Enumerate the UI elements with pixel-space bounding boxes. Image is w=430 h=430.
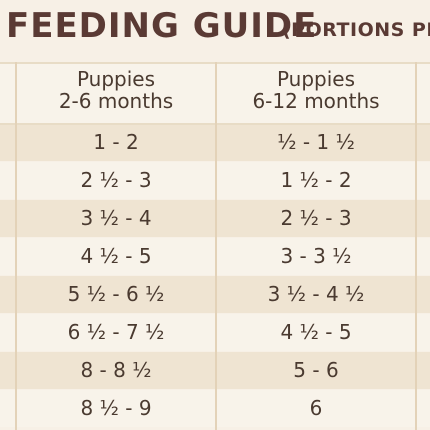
cell-puppies-2-6: 3 ½ - 4 xyxy=(80,206,152,230)
cell-puppies-2-6: 4 ½ - 5 xyxy=(80,244,152,268)
cell-puppies-2-6: 8 ½ - 9 xyxy=(80,396,152,420)
cell-puppies-2-6: 2 ½ - 3 xyxy=(80,168,152,192)
cell-puppies-6-12: 2 ½ - 3 xyxy=(280,206,352,230)
cell-puppies-2-6: 8 - 8 ½ xyxy=(80,358,152,382)
cell-puppies-2-6: 5 ½ - 6 ½ xyxy=(67,282,165,306)
cell-puppies-2-6: 1 - 2 xyxy=(93,130,139,154)
column-divider xyxy=(415,62,417,430)
cell-puppies-6-12: 1 ½ - 2 xyxy=(280,168,352,192)
cell-puppies-6-12: 3 - 3 ½ xyxy=(280,244,352,268)
cell-puppies-6-12: 6 xyxy=(309,396,323,420)
column-header-line1: Puppies xyxy=(276,67,356,91)
column-divider xyxy=(15,62,17,430)
title-bar: FEEDING GUIDE (PORTIONS PE xyxy=(0,0,430,62)
cell-puppies-6-12: 5 - 6 xyxy=(293,358,339,382)
cell-puppies-6-12: 4 ½ - 5 xyxy=(280,320,352,344)
cell-puppies-6-12: ½ - 1 ½ xyxy=(277,130,355,154)
column-header-puppies-2-6: Puppies 2-6 months xyxy=(17,68,215,112)
column-header-line2: 2-6 months xyxy=(58,89,174,113)
column-header-line1: Puppies xyxy=(76,67,156,91)
column-divider xyxy=(215,62,217,430)
page-title: FEEDING GUIDE xyxy=(6,6,318,46)
feeding-table: Puppies 2-6 months Puppies 6-12 months 1… xyxy=(0,62,430,430)
page-subtitle: (PORTIONS PE xyxy=(282,19,430,41)
cell-puppies-2-6: 6 ½ - 7 ½ xyxy=(67,320,165,344)
column-header-line2: 6-12 months xyxy=(252,89,380,113)
column-header-puppies-6-12: Puppies 6-12 months xyxy=(217,68,415,112)
cell-puppies-6-12: 3 ½ - 4 ½ xyxy=(267,282,365,306)
